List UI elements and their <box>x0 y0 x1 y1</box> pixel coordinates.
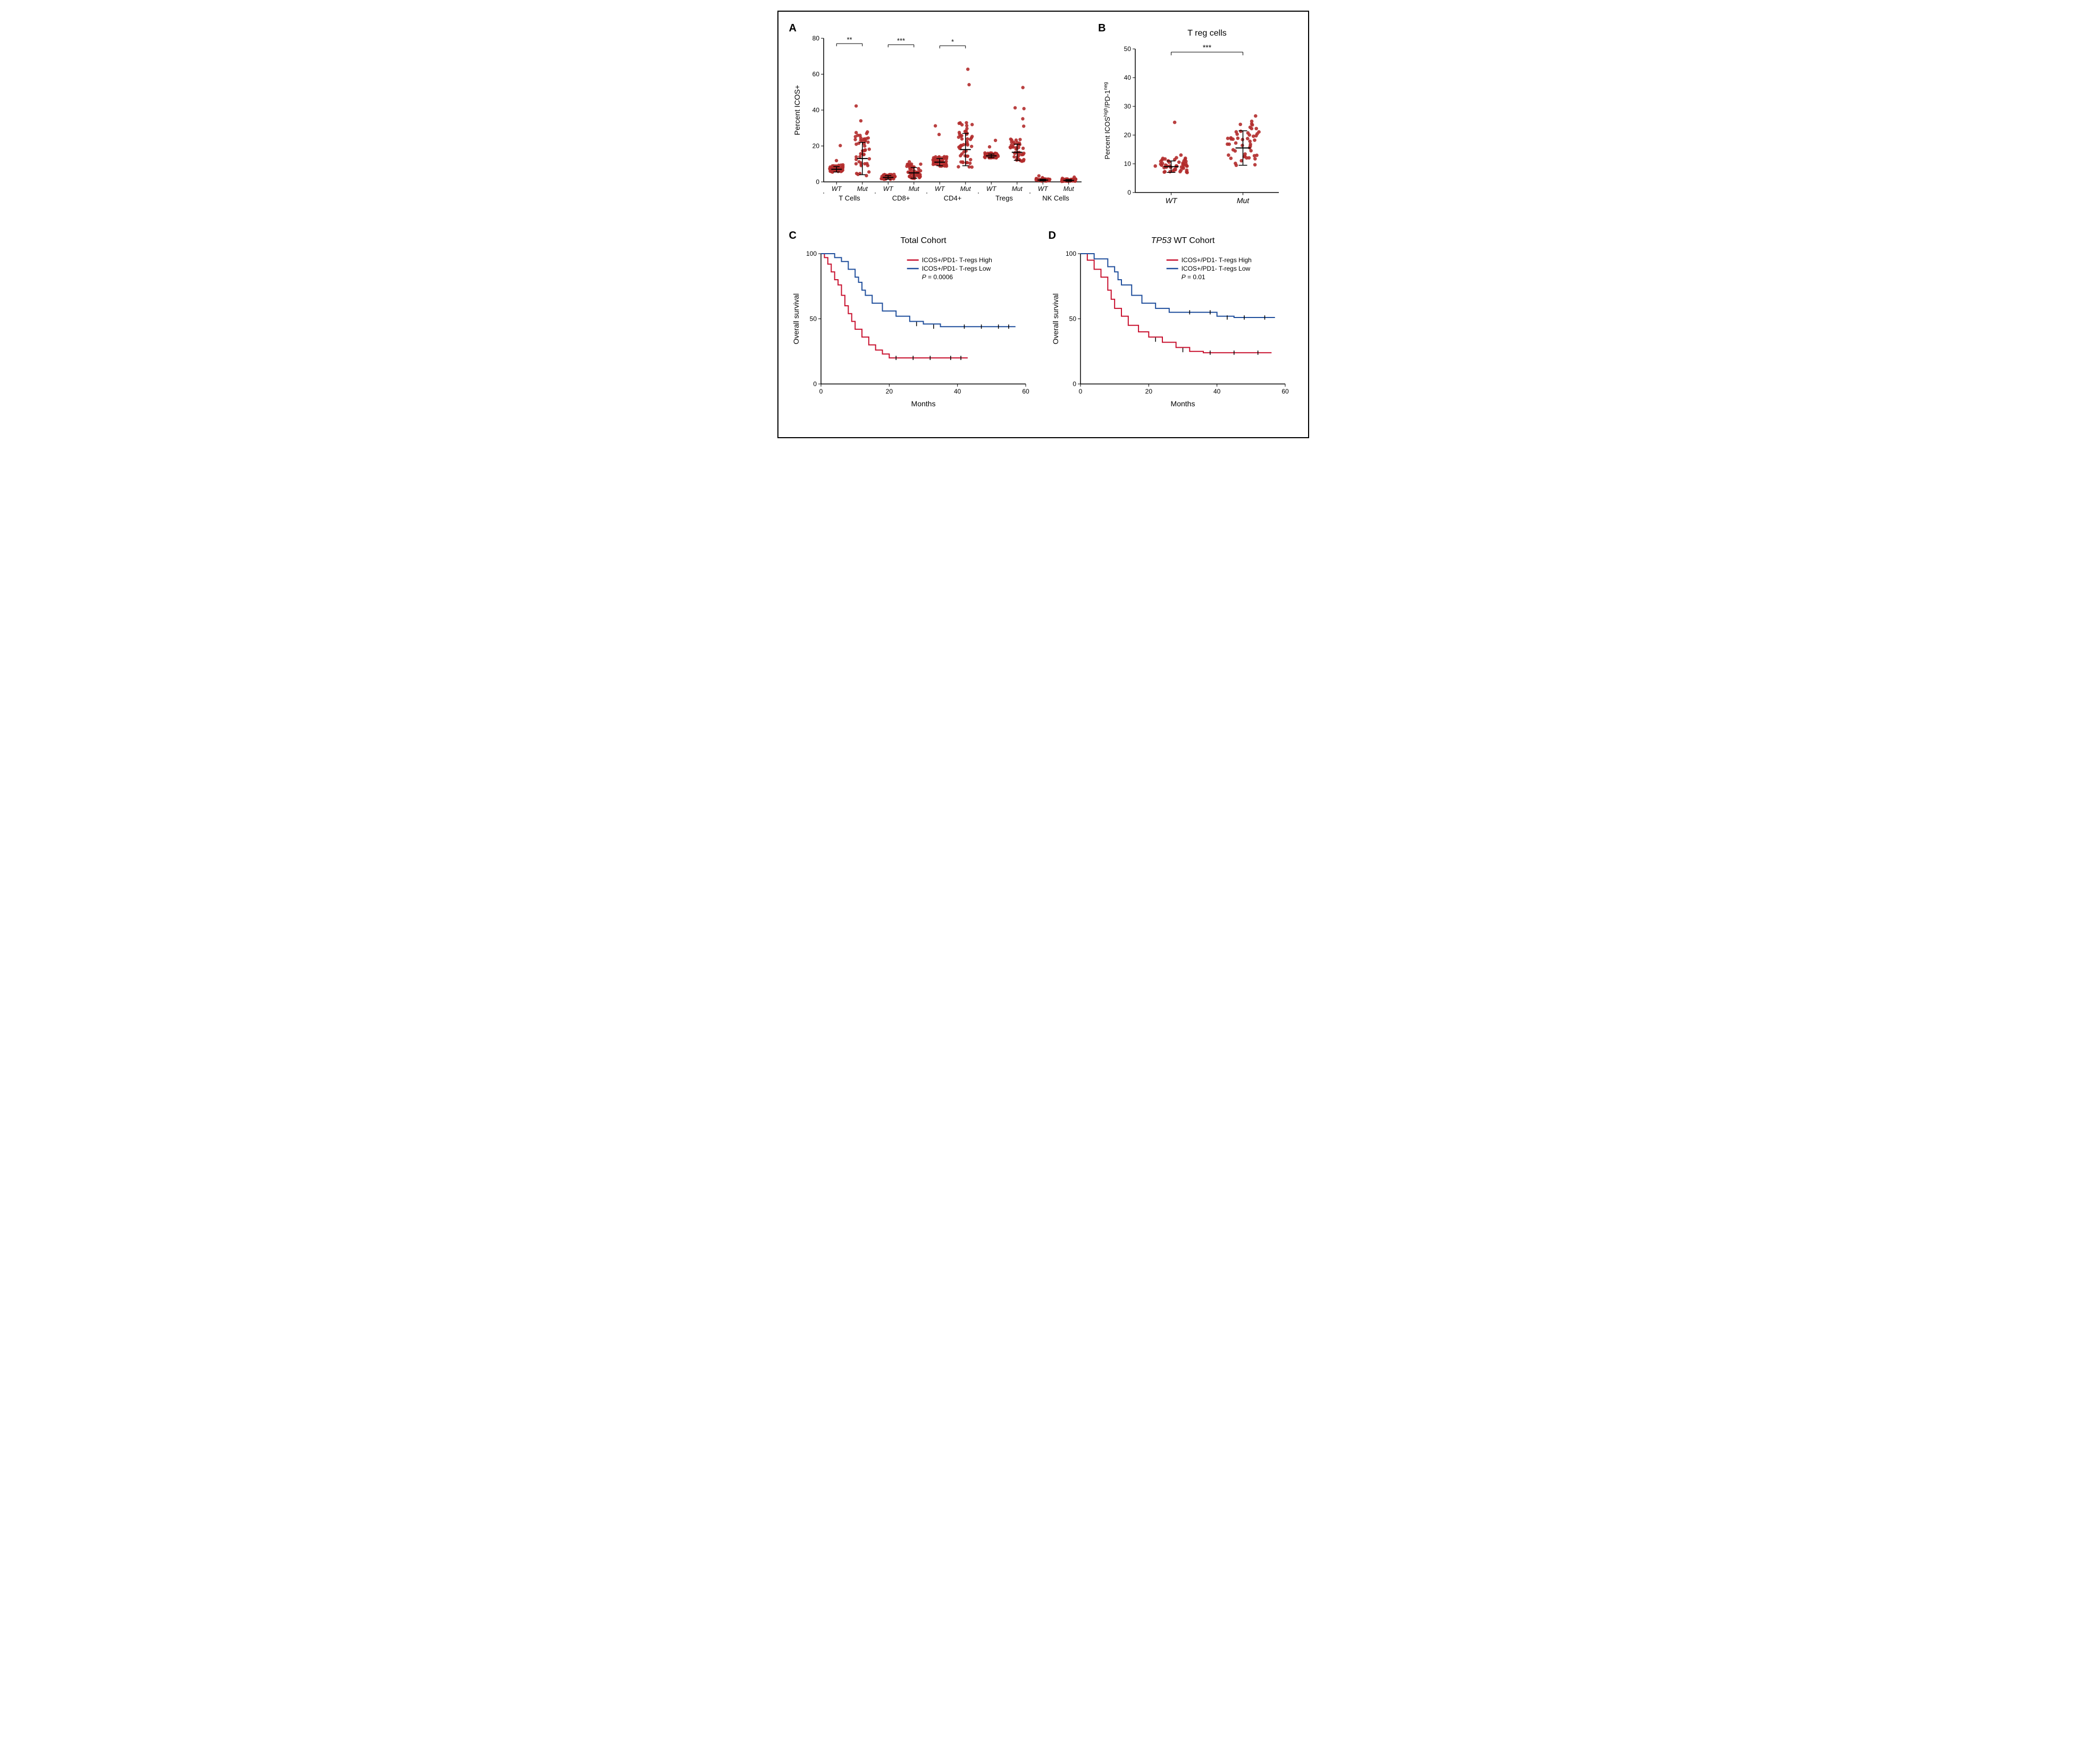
panel-B: B T reg cells 0 10 20 30 40 50 Percent ICOShigh… <box>1098 22 1297 214</box>
svg-text:WT: WT <box>934 185 945 193</box>
svg-text:ICOS+/PD1- T-regs Low: ICOS+/PD1- T-regs Low <box>1181 265 1250 272</box>
svg-text:Mut: Mut <box>960 185 971 193</box>
chart-A: 0 20 40 60 80 Percent ICOS+ WT Mut WT Mut WT Mut WT M… <box>789 22 1087 214</box>
svg-text:Months: Months <box>911 399 935 408</box>
row-bottom: C Total Cohort 0 50 100 0 20 40 60 Months Overall… <box>789 230 1297 411</box>
svg-text:80: 80 <box>812 35 819 42</box>
svg-text:ICOS+/PD1- T-regs High: ICOS+/PD1- T-regs High <box>921 256 992 264</box>
panel-C-label: C <box>789 230 797 242</box>
svg-text:TP53 WT Cohort: TP53 WT Cohort <box>1151 236 1214 245</box>
svg-text:***: *** <box>897 37 904 45</box>
svg-text:20: 20 <box>1124 131 1132 139</box>
svg-text:0: 0 <box>1078 388 1082 395</box>
panel-A-label: A <box>789 22 797 35</box>
chart-D: TP53 WT Cohort 0 50 100 0 20 40 60 Months Overall… <box>1049 230 1293 411</box>
svg-text:WT: WT <box>883 185 893 193</box>
svg-text:Months: Months <box>1170 399 1195 408</box>
svg-text:50: 50 <box>1124 45 1132 53</box>
svg-text:*: * <box>951 38 953 46</box>
svg-text:Percent ICOShigh/PD-1neg: Percent ICOShigh/PD-1neg <box>1103 82 1111 159</box>
svg-text:0: 0 <box>813 380 817 388</box>
svg-text:Mut: Mut <box>1063 185 1074 193</box>
svg-text:ICOS+/PD1- T-regs High: ICOS+/PD1- T-regs High <box>1181 256 1251 264</box>
svg-text:20: 20 <box>1145 388 1152 395</box>
svg-text:0: 0 <box>1073 380 1076 388</box>
figure-container: A 0 20 40 60 80 Percent ICOS+ WT Mut WT Mut WT Mut W… <box>777 11 1309 438</box>
svg-text:Percent ICOS+: Percent ICOS+ <box>793 85 801 136</box>
svg-text:T reg cells: T reg cells <box>1187 29 1227 38</box>
svg-text:40: 40 <box>812 106 819 114</box>
svg-text:WT: WT <box>986 185 996 193</box>
svg-text:40: 40 <box>1213 388 1220 395</box>
svg-text:50: 50 <box>1069 315 1076 323</box>
svg-text:WT: WT <box>1037 185 1048 193</box>
svg-text:T Cells: T Cells <box>839 194 860 202</box>
svg-text:20: 20 <box>812 143 819 150</box>
svg-text:0: 0 <box>819 388 823 395</box>
svg-text:0: 0 <box>816 178 819 186</box>
svg-text:Total Cohort: Total Cohort <box>900 236 946 245</box>
svg-text:CD4+: CD4+ <box>943 194 961 202</box>
svg-text:WT: WT <box>831 185 842 193</box>
row-top: A 0 20 40 60 80 Percent ICOS+ WT Mut WT Mut WT Mut W… <box>789 22 1297 214</box>
svg-text:60: 60 <box>1022 388 1029 395</box>
svg-text:Mut: Mut <box>1237 196 1250 205</box>
chart-B: T reg cells 0 10 20 30 40 50 Percent ICOShigh/P… <box>1098 22 1289 214</box>
svg-text:100: 100 <box>806 250 816 257</box>
svg-text:50: 50 <box>809 315 817 323</box>
svg-text:10: 10 <box>1124 160 1132 168</box>
svg-text:0: 0 <box>1127 189 1131 196</box>
svg-text:NK Cells: NK Cells <box>1042 194 1069 202</box>
svg-text:100: 100 <box>1065 250 1076 257</box>
svg-text:40: 40 <box>953 388 961 395</box>
svg-text:CD8+: CD8+ <box>892 194 910 202</box>
svg-text:Overall survival: Overall survival <box>792 294 800 345</box>
svg-text:60: 60 <box>1281 388 1289 395</box>
svg-text:60: 60 <box>812 71 819 78</box>
svg-text:Mut: Mut <box>857 185 868 193</box>
svg-text:Overall survival: Overall survival <box>1051 294 1060 345</box>
panel-D-label: D <box>1049 230 1056 242</box>
svg-text:30: 30 <box>1124 103 1132 110</box>
svg-text:***: *** <box>1203 43 1212 52</box>
panel-A: A 0 20 40 60 80 Percent ICOS+ WT Mut WT Mut WT Mut W… <box>789 22 1088 214</box>
svg-text:ICOS+/PD1- T-regs Low: ICOS+/PD1- T-regs Low <box>921 265 991 272</box>
svg-text:Mut: Mut <box>908 185 919 193</box>
panel-C: C Total Cohort 0 50 100 0 20 40 60 Months Overall… <box>789 230 1038 411</box>
svg-text:P = 0.0006: P = 0.0006 <box>921 273 953 281</box>
svg-text:Mut: Mut <box>1011 185 1023 193</box>
svg-text:20: 20 <box>885 388 893 395</box>
svg-text:40: 40 <box>1124 74 1132 81</box>
panel-B-label: B <box>1098 22 1105 35</box>
svg-text:Tregs: Tregs <box>995 194 1013 202</box>
svg-text:WT: WT <box>1166 196 1178 205</box>
panel-D: D TP53 WT Cohort 0 50 100 0 20 40 60 Months Overa… <box>1049 230 1297 411</box>
svg-text:**: ** <box>847 36 852 44</box>
svg-text:P = 0.01: P = 0.01 <box>1181 273 1205 281</box>
chart-C: Total Cohort 0 50 100 0 20 40 60 Months Overall s… <box>789 230 1034 411</box>
